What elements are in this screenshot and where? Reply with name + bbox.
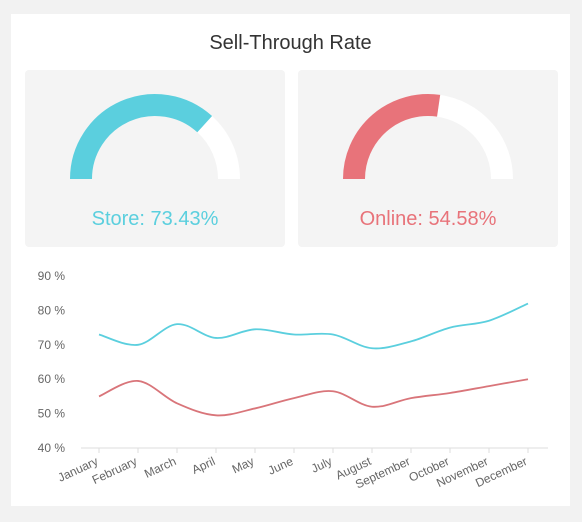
series-line-online <box>98 378 529 417</box>
dashboard-card: Sell-Through Rate Store: 73.43% Online: … <box>11 14 570 506</box>
x-tick-label: May <box>230 454 256 476</box>
series-layer <box>98 302 529 417</box>
x-tick-label: April <box>190 454 218 477</box>
y-axis: 40 % 50 % 60 % 70 % 80 % 90 % <box>38 269 66 455</box>
y-tick-label: 90 % <box>38 269 66 283</box>
online-gauge-panel: Online: 54.58% <box>298 70 558 247</box>
y-tick-label: 80 % <box>38 303 66 317</box>
y-tick-label: 70 % <box>38 338 66 352</box>
x-tick-label: June <box>266 454 296 478</box>
x-tick-label: March <box>142 454 178 481</box>
online-gauge-track <box>436 94 513 180</box>
x-tick-label: February <box>90 454 139 487</box>
online-gauge <box>343 94 513 180</box>
y-tick-label: 50 % <box>38 407 66 421</box>
line-chart: 40 %50 %60 %70 %80 %90 % JanuaryFebruary… <box>38 269 548 492</box>
y-tick-label: 40 % <box>38 441 66 455</box>
series-line-store <box>98 302 529 350</box>
chart-title: Sell-Through Rate <box>209 32 372 54</box>
online-gauge-fill <box>343 94 441 180</box>
store-gauge <box>70 94 240 180</box>
store-gauge-label: Store: 73.43% <box>91 208 219 230</box>
x-tick-label: July <box>309 454 334 476</box>
store-gauge-fill <box>70 94 213 180</box>
store-gauge-track <box>196 116 240 180</box>
online-gauge-label: Online: 54.58% <box>359 208 497 230</box>
store-gauge-panel: Store: 73.43% <box>25 70 285 247</box>
y-tick-label: 60 % <box>38 372 66 386</box>
